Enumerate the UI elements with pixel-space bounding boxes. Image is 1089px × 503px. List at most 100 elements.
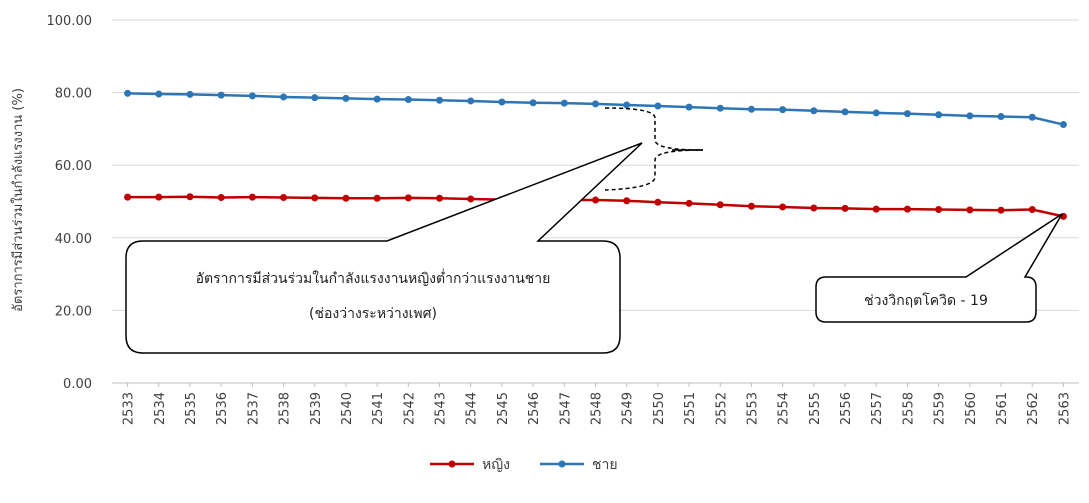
y-tick-label: 80.00 [55, 87, 92, 102]
data-point-1 [217, 91, 225, 99]
series-line-1 [127, 92, 1064, 126]
x-tick-label: 2538 [278, 392, 293, 425]
x-tick-label: 2549 [621, 392, 636, 425]
x-tick-label: 2536 [215, 392, 230, 425]
data-point-1 [779, 106, 787, 114]
gap-callout-line2: (ช่องว่างระหว่างเพศ) [309, 306, 437, 322]
data-point-1 [280, 93, 288, 101]
y-tick-label: 40.00 [55, 232, 92, 247]
covid-callout-box [815, 213, 1063, 323]
gap-callout-box [125, 142, 643, 354]
x-tick-label: 2563 [1057, 392, 1072, 425]
data-point-0 [280, 194, 288, 202]
x-tick-label: 2545 [496, 392, 511, 425]
data-point-1 [124, 89, 132, 97]
x-tick-label: 2560 [964, 392, 979, 425]
x-tick-label: 2542 [402, 392, 417, 425]
x-tick-label: 2551 [683, 392, 698, 425]
x-tick-label: 2561 [995, 392, 1010, 425]
x-tick-label: 2547 [558, 392, 573, 425]
x-tick-label: 2558 [901, 392, 916, 425]
x-tick-label: 2546 [527, 392, 542, 425]
data-point-0 [404, 194, 412, 202]
legend: หญิง ชาย [430, 457, 618, 473]
data-point-0 [124, 193, 132, 201]
data-point-1 [311, 94, 319, 102]
x-tick-label: 2562 [1026, 392, 1041, 425]
data-point-0 [155, 193, 163, 201]
x-tick-label: 2544 [465, 392, 480, 425]
x-tick-label: 2550 [652, 392, 667, 425]
x-tick-label: 2539 [309, 392, 324, 425]
x-tick-label: 2534 [153, 392, 168, 425]
data-point-1 [872, 109, 880, 117]
data-point-0 [779, 203, 787, 211]
data-point-0 [716, 201, 724, 209]
data-point-1 [716, 104, 724, 112]
y-tick-label: 20.00 [55, 304, 92, 319]
data-point-0 [436, 194, 444, 202]
x-tick-label: 2556 [839, 392, 854, 425]
data-point-0 [592, 196, 599, 204]
x-tick-label: 2557 [870, 392, 885, 425]
data-point-1 [1028, 113, 1036, 121]
legend-label-male: ชาย [592, 457, 618, 473]
gap-callout-line1: อัตราการมีส่วนร่วมในกำลังแรงงานหญิงต่ำกว… [196, 269, 551, 287]
data-point-0 [373, 194, 381, 202]
x-tick-label: 2535 [184, 392, 199, 425]
data-point-1 [747, 105, 755, 113]
data-point-1 [467, 97, 475, 105]
y-tick-label: 100.00 [47, 14, 93, 29]
data-point-1 [592, 100, 599, 108]
data-point-1 [997, 113, 1005, 121]
data-point-0 [248, 193, 256, 201]
data-point-1 [373, 95, 381, 103]
data-point-1 [248, 92, 256, 100]
data-point-0 [872, 205, 880, 213]
x-tick-label: 2541 [371, 392, 386, 425]
data-point-0 [186, 193, 194, 201]
data-point-1 [560, 99, 568, 107]
x-tick-label: 2555 [808, 392, 823, 425]
data-point-0 [1028, 205, 1036, 213]
x-tick-label: 2548 [590, 392, 605, 425]
x-tick-label: 2553 [745, 392, 760, 425]
covid-callout-label: ช่วงวิกฤตโควิด - 19 [864, 292, 988, 309]
data-point-1 [404, 95, 412, 103]
x-tick-label: 2552 [714, 392, 729, 425]
data-point-0 [810, 204, 818, 212]
data-point-1 [342, 94, 350, 102]
y-axis-title: อัตราการมีส่วนร่วมในกำลังแรงงาน (%) [10, 88, 26, 312]
data-point-1 [186, 90, 194, 98]
data-point-0 [903, 205, 911, 213]
gap-bracket [604, 107, 704, 191]
data-point-0 [467, 195, 475, 203]
x-tick-label: 2554 [777, 392, 792, 425]
data-point-0 [997, 206, 1005, 214]
x-tick-label: 2543 [434, 392, 449, 425]
legend-label-female: หญิง [482, 457, 510, 473]
data-point-0 [685, 199, 693, 207]
data-point-0 [841, 204, 849, 212]
data-point-1 [685, 103, 693, 111]
data-point-1 [623, 101, 631, 109]
data-point-1 [155, 90, 163, 98]
y-tick-label: 60.00 [55, 159, 92, 174]
data-point-1 [935, 111, 943, 119]
series-lines [124, 89, 1067, 220]
data-point-1 [1059, 121, 1067, 129]
data-point-1 [966, 112, 974, 120]
data-point-0 [966, 206, 974, 214]
data-point-0 [311, 194, 319, 202]
x-tick-label: 2540 [340, 392, 355, 425]
x-tick-label: 2533 [122, 392, 137, 425]
x-tick-labels: 2533 2534 2535 2536 2537 2538 2539 2540 2541 2542… [122, 383, 1072, 425]
data-point-1 [654, 102, 662, 110]
data-point-1 [436, 96, 444, 104]
data-point-1 [498, 98, 506, 106]
data-point-0 [654, 198, 662, 206]
data-point-1 [529, 99, 537, 107]
y-tick-label: 0.00 [63, 377, 92, 392]
y-tick-labels: 0.00 20.00 40.00 60.00 80.00 100.00 [47, 14, 93, 392]
